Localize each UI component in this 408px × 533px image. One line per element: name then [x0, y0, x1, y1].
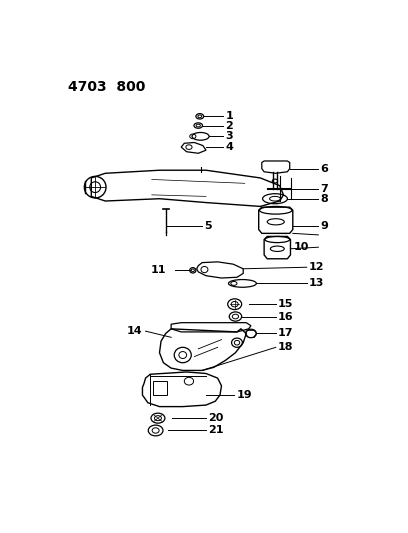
Text: 15: 15	[278, 299, 293, 309]
Text: 9: 9	[321, 221, 328, 231]
Text: 2: 2	[225, 120, 233, 131]
Text: 5: 5	[204, 221, 212, 231]
Text: 10: 10	[294, 242, 309, 252]
Text: 12: 12	[309, 262, 325, 272]
Text: 13: 13	[309, 278, 324, 288]
Text: 1: 1	[225, 111, 233, 122]
Text: 21: 21	[208, 425, 224, 435]
Text: 16: 16	[278, 311, 294, 321]
Text: 4703  800: 4703 800	[68, 80, 145, 94]
Text: 3: 3	[225, 131, 233, 141]
Text: 18: 18	[278, 342, 294, 352]
Text: 4: 4	[225, 142, 233, 152]
Text: 8: 8	[321, 193, 328, 204]
Text: 6: 6	[321, 164, 328, 174]
Text: 20: 20	[208, 413, 224, 423]
Text: 19: 19	[236, 390, 252, 400]
Text: 11: 11	[150, 265, 166, 276]
Text: 7: 7	[321, 184, 328, 193]
Text: 14: 14	[127, 326, 142, 336]
Text: 17: 17	[278, 328, 294, 338]
